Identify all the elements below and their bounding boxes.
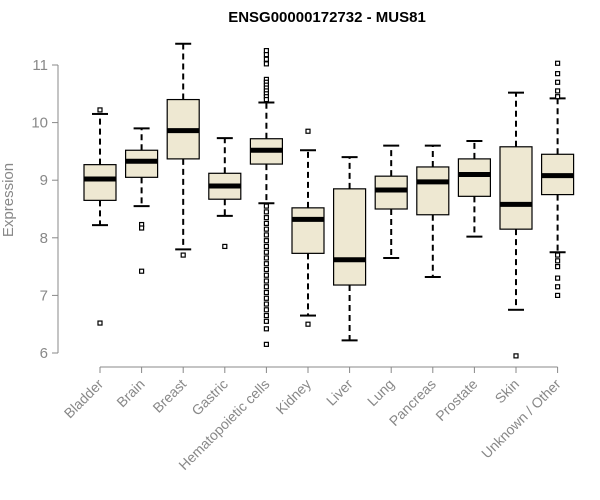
box-liver	[333, 156, 367, 342]
x-tick-label: Prostate	[432, 376, 480, 424]
outlier-point	[263, 238, 269, 244]
iqr-box	[416, 166, 450, 216]
iqr-box	[124, 149, 159, 178]
outlier-point	[139, 225, 145, 231]
y-tick-label: 9	[40, 172, 48, 189]
box-pancreas	[416, 144, 450, 278]
outlier-point	[263, 278, 269, 284]
box-gastric	[208, 137, 242, 250]
y-axis-label: Expression	[0, 163, 17, 237]
outlier-point	[263, 272, 269, 278]
outlier-point	[263, 215, 269, 221]
outlier-point	[222, 243, 228, 250]
outlier-point	[554, 94, 561, 100]
outlier-point	[305, 128, 311, 134]
y-tick-label: 7	[40, 287, 48, 304]
outlier-point	[554, 264, 561, 270]
outlier-point	[263, 243, 269, 250]
x-tick-label: Liver	[323, 376, 356, 409]
box-series	[83, 42, 575, 359]
outlier-point	[263, 266, 269, 273]
outlier-point	[305, 321, 311, 327]
outlier-point	[263, 312, 269, 319]
outlier-point	[263, 301, 269, 307]
outlier-point	[263, 96, 269, 103]
outlier-point	[263, 249, 269, 255]
outlier-point	[263, 318, 269, 324]
chart-title: ENSG00000172732 - MUS81	[228, 9, 426, 26]
outlier-point	[263, 47, 269, 54]
x-tick-label: Unknown / Other	[478, 376, 564, 462]
outlier-point	[554, 258, 561, 264]
box-prostate	[457, 140, 491, 238]
iqr-box	[374, 175, 408, 210]
outlier-point	[263, 326, 269, 332]
box-brain	[124, 127, 159, 274]
outlier-point	[554, 60, 561, 66]
outlier-point	[554, 292, 561, 298]
iqr-box	[457, 158, 491, 197]
outlier-point	[263, 261, 269, 267]
box-kidney	[291, 128, 325, 327]
y-tick-label: 10	[31, 115, 48, 132]
outlier-point	[554, 252, 561, 258]
outlier-point	[554, 71, 561, 77]
outlier-point	[97, 107, 103, 113]
y-tick-label: 11	[32, 57, 48, 74]
iqr-box	[333, 188, 367, 286]
box-hematopoietic-cells	[249, 47, 283, 347]
box-bladder	[83, 107, 117, 326]
outlier-point	[263, 56, 269, 62]
outlier-point	[263, 295, 269, 301]
outlier-point	[263, 203, 269, 209]
x-tick-label: Brain	[113, 376, 147, 410]
outlier-point	[263, 61, 269, 67]
x-tick-label: Kidney	[273, 376, 315, 418]
outlier-point	[263, 232, 269, 238]
y-tick-label: 8	[40, 230, 48, 247]
box-unknown-other	[540, 60, 575, 298]
outlier-point	[263, 307, 269, 313]
x-tick-label: Breast	[149, 376, 189, 416]
outlier-point	[263, 209, 269, 215]
outlier-point	[263, 220, 269, 226]
outlier-point	[554, 88, 561, 94]
outlier-point	[554, 275, 561, 281]
iqr-box	[291, 207, 325, 254]
y-axis: 6 7 8 9 10 11	[31, 57, 59, 362]
outlier-point	[263, 52, 269, 58]
x-tick-label: Skin	[492, 376, 523, 407]
iqr-box	[83, 164, 117, 201]
x-tick-label: Lung	[364, 376, 397, 409]
outlier-point	[263, 226, 269, 232]
outlier-point	[263, 284, 269, 290]
box-lung	[374, 144, 408, 259]
outlier-point	[180, 252, 186, 258]
outlier-point	[513, 353, 519, 359]
iqr-box	[499, 146, 533, 230]
outlier-point	[554, 79, 561, 85]
outlier-point	[554, 284, 561, 290]
x-tick-label: Bladder	[61, 376, 107, 422]
outlier-point	[263, 255, 269, 261]
box-skin	[499, 91, 533, 359]
outlier-point	[97, 320, 103, 326]
box-breast	[166, 42, 200, 258]
outlier-point	[263, 289, 269, 296]
y-tick-label: 6	[40, 345, 48, 362]
outlier-point	[139, 268, 145, 274]
outlier-point	[263, 341, 269, 347]
